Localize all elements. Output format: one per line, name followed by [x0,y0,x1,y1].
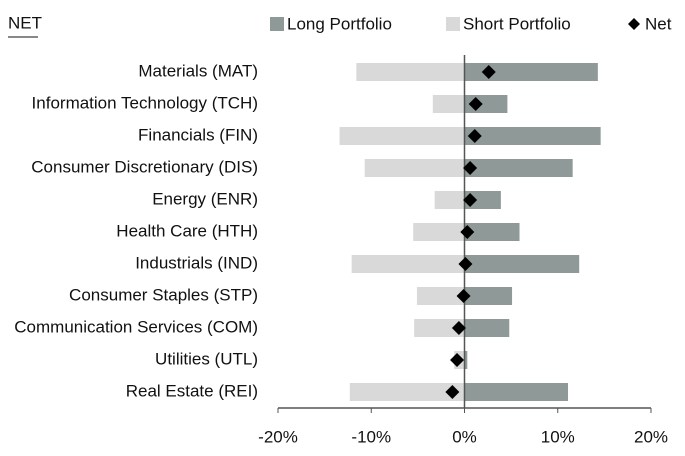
legend-label: Long Portfolio [287,14,392,33]
bar [464,351,468,369]
bar [464,319,510,337]
x-tick-label: 20% [634,427,668,446]
y-tick-label: Health Care (HTH) [116,221,258,240]
bar [434,191,465,209]
net-marker [463,193,478,207]
bar [464,223,520,241]
x-tick-label: 10% [541,427,575,446]
bar [464,127,601,145]
y-tick-label: Consumer Discretionary (DIS) [31,157,258,176]
bar [464,159,573,177]
bar [464,383,569,401]
x-tick-label: -10% [351,427,391,446]
net-marker [445,385,460,399]
net-marker [456,289,471,303]
net-marker [450,353,465,367]
y-tick-label: Industrials (IND) [135,253,258,272]
bar [464,63,598,81]
bar [349,383,465,401]
y-tick-label: Utilities (UTL) [155,349,258,368]
bar [464,191,501,209]
y-tick-label: Information Technology (TCH) [32,93,258,112]
bar [339,127,465,145]
net-marker [451,321,466,335]
net-marker [467,129,482,143]
chart-title: NET [8,13,42,32]
y-tick-label: Consumer Staples (STP) [69,285,258,304]
bar [432,95,465,113]
bar [464,287,513,305]
y-tick-label: Energy (ENR) [152,189,258,208]
y-tick-label: Financials (FIN) [138,125,258,144]
legend-swatch [446,17,460,31]
bar [356,63,465,81]
bar [364,159,465,177]
net-marker [458,257,473,271]
y-tick-label: Materials (MAT) [138,61,258,80]
bar [414,319,465,337]
bar [413,223,465,241]
bar [351,255,465,273]
legend-marker [628,18,640,30]
net-marker [460,225,475,239]
y-tick-label: Communication Services (COM) [14,317,258,336]
x-tick-label: 0% [452,427,477,446]
bar [464,255,580,273]
y-tick-label: Real Estate (REI) [126,381,258,400]
net-marker [463,161,478,175]
legend-label: Net [645,14,672,33]
legend-label: Short Portfolio [463,14,571,33]
x-tick-label: -20% [258,427,298,446]
net-marker [468,97,483,111]
legend-swatch [270,17,284,31]
net-marker [481,65,496,79]
bar [416,287,465,305]
